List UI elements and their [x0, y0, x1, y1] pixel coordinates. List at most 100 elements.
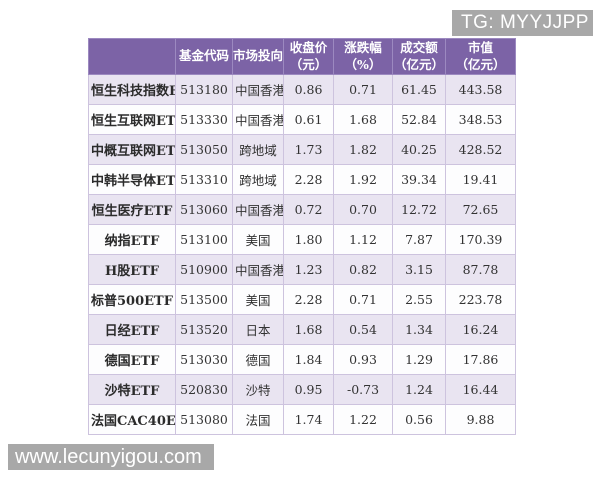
cell-turnover: 7.87 — [392, 224, 446, 255]
cell-etf-name: H股ETF — [88, 254, 176, 285]
cell-market: 跨地域 — [232, 134, 284, 165]
col-header-unit: （%） — [344, 56, 382, 72]
cell-change-pct: 0.93 — [333, 344, 393, 375]
cell-change-pct: 1.22 — [333, 404, 393, 435]
table-row: 中韩半导体ETF 513310 跨地域 2.28 1.92 39.34 19.41 — [88, 164, 516, 195]
col-header-market-cap: 市值 （亿元） — [445, 38, 516, 75]
cell-fund-code: 513180 — [175, 74, 233, 105]
cell-market: 中国香港 — [232, 194, 284, 225]
col-header-fund-code: 基金代码 — [175, 38, 233, 75]
cell-fund-code: 513500 — [175, 284, 233, 315]
cell-market: 中国香港 — [232, 74, 284, 105]
col-header-label: 市值 — [467, 40, 493, 56]
telegram-badge: TG: MYYJJPP — [452, 10, 593, 36]
cell-change-pct: 1.82 — [333, 134, 393, 165]
cell-market-cap: 72.65 — [445, 194, 516, 225]
table-row: 标普500ETF 513500 美国 2.28 0.71 2.55 223.78 — [88, 284, 516, 315]
cell-market-cap: 17.86 — [445, 344, 516, 375]
cell-turnover: 12.72 — [392, 194, 446, 225]
cell-fund-code: 513050 — [175, 134, 233, 165]
cell-change-pct: 1.68 — [333, 104, 393, 135]
cell-close-price: 1.80 — [283, 224, 334, 255]
cell-turnover: 61.45 — [392, 74, 446, 105]
cell-fund-code: 513310 — [175, 164, 233, 195]
cell-turnover: 2.55 — [392, 284, 446, 315]
cell-change-pct: 1.92 — [333, 164, 393, 195]
col-header-label: 成交额 — [400, 40, 438, 56]
cell-close-price: 2.28 — [283, 164, 334, 195]
table-row: 纳指ETF 513100 美国 1.80 1.12 7.87 170.39 — [88, 224, 516, 255]
cell-market: 跨地域 — [232, 164, 284, 195]
cell-change-pct: -0.73 — [333, 374, 393, 405]
table-body: 恒生科技指数ETF513180中国香港0.860.7161.45443.58恒生… — [88, 74, 516, 435]
cell-market-cap: 16.24 — [445, 314, 516, 345]
cell-etf-name: 标普500ETF — [88, 284, 176, 315]
cell-etf-name: 沙特ETF — [88, 374, 176, 405]
cell-change-pct: 0.82 — [333, 254, 393, 285]
cell-fund-code: 513520 — [175, 314, 233, 345]
cell-turnover: 0.56 — [392, 404, 446, 435]
table-row: H股ETF 510900 中国香港 1.23 0.82 3.15 87.78 — [88, 254, 516, 285]
cell-market-cap: 19.41 — [445, 164, 516, 195]
col-header-etf-name — [88, 38, 176, 75]
cell-fund-code: 513100 — [175, 224, 233, 255]
cell-fund-code: 513060 — [175, 194, 233, 225]
cell-close-price: 2.28 — [283, 284, 334, 315]
cell-market: 美国 — [232, 284, 284, 315]
col-header-unit: （亿元） — [455, 56, 506, 72]
table-header-row: 基金代码 市场投向 收盘价 （元） 涨跌幅 （%） 成交额 （亿元） 市值 （亿元） — [88, 38, 516, 75]
cell-turnover: 1.24 — [392, 374, 446, 405]
cell-change-pct: 0.71 — [333, 74, 393, 105]
cell-market-cap: 16.44 — [445, 374, 516, 405]
watermark-url: www.lecunyigou.com — [8, 444, 214, 470]
table-row: 中概互联网ETF 513050 跨地域 1.73 1.82 40.25 428.52 — [88, 134, 516, 165]
cell-market-cap: 428.52 — [445, 134, 516, 165]
cell-etf-name: 恒生互联网ETF — [88, 104, 176, 135]
cell-fund-code: 520830 — [175, 374, 233, 405]
cell-market: 日本 — [232, 314, 284, 345]
table-row: 日经ETF 513520 日本 1.68 0.54 1.34 16.24 — [88, 314, 516, 345]
cell-close-price: 0.61 — [283, 104, 334, 135]
cell-etf-name: 恒生医疗ETF — [88, 194, 176, 225]
table-row: 德国ETF 513030 德国 1.84 0.93 1.29 17.86 — [88, 344, 516, 375]
cell-change-pct: 0.71 — [333, 284, 393, 315]
table-row: 恒生医疗ETF 513060 中国香港 0.72 0.70 12.72 72.65 — [88, 194, 516, 225]
cell-market-cap: 9.88 — [445, 404, 516, 435]
table-row: 沙特ETF 520830 沙特 0.95 -0.73 1.24 16.44 — [88, 374, 516, 405]
cell-market: 美国 — [232, 224, 284, 255]
cell-change-pct: 0.70 — [333, 194, 393, 225]
cell-market-cap: 443.58 — [445, 74, 516, 105]
cell-turnover: 1.34 — [392, 314, 446, 345]
table-row: 恒生互联网ETF 513330 中国香港 0.61 1.68 52.84 348.53 — [88, 104, 516, 135]
cell-etf-name: 纳指ETF — [88, 224, 176, 255]
cell-turnover: 40.25 — [392, 134, 446, 165]
cell-close-price: 1.84 — [283, 344, 334, 375]
cell-close-price: 1.74 — [283, 404, 334, 435]
cell-etf-name: 德国ETF — [88, 344, 176, 375]
cell-close-price: 1.68 — [283, 314, 334, 345]
cell-fund-code: 513080 — [175, 404, 233, 435]
cell-turnover: 52.84 — [392, 104, 446, 135]
cell-market-cap: 348.53 — [445, 104, 516, 135]
cell-close-price: 0.86 — [283, 74, 334, 105]
cell-etf-name: 法国CAC40ETF — [88, 404, 176, 435]
col-header-market: 市场投向 — [232, 38, 284, 75]
etf-table: 基金代码 市场投向 收盘价 （元） 涨跌幅 （%） 成交额 （亿元） 市值 （亿元） 恒… — [88, 38, 516, 435]
cell-turnover: 1.29 — [392, 344, 446, 375]
col-header-turnover: 成交额 （亿元） — [392, 38, 446, 75]
cell-close-price: 1.73 — [283, 134, 334, 165]
col-header-unit: （亿元） — [393, 56, 444, 72]
col-header-label: 涨跌幅 — [344, 40, 382, 56]
cell-fund-code: 510900 — [175, 254, 233, 285]
cell-turnover: 3.15 — [392, 254, 446, 285]
cell-close-price: 1.23 — [283, 254, 334, 285]
cell-market: 法国 — [232, 404, 284, 435]
cell-change-pct: 1.12 — [333, 224, 393, 255]
cell-market-cap: 170.39 — [445, 224, 516, 255]
col-header-change-pct: 涨跌幅 （%） — [333, 38, 393, 75]
cell-etf-name: 恒生科技指数ETF — [88, 74, 176, 105]
col-header-label: 收盘价 — [289, 40, 328, 56]
cell-etf-name: 中韩半导体ETF — [88, 164, 176, 195]
